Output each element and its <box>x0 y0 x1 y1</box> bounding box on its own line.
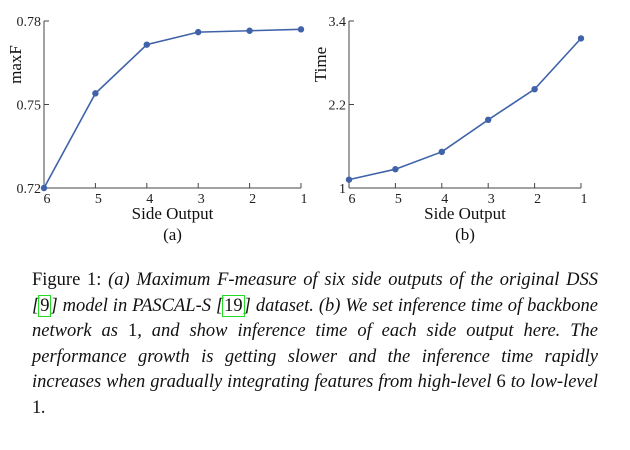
x-tick-label: 1 <box>581 192 588 207</box>
chart-b: 6 5 4 3 2 1 1 2.2 3.4 Side Output Time (b) <box>315 15 588 244</box>
figure-caption: Figure 1: (a) Maximum F-measure of six s… <box>32 268 598 421</box>
data-point <box>438 148 445 156</box>
data-point <box>297 26 305 33</box>
caption-text: . <box>41 397 46 418</box>
data-point <box>246 27 253 34</box>
data-point <box>143 41 150 48</box>
caption-label: Figure 1: <box>32 270 102 290</box>
caption-text: ] dataset. (b) We set inference time of … <box>32 295 598 342</box>
chart-a: 6 5 4 3 2 1 0.72 0.75 0.78 Side Output maxF (a) <box>6 15 308 244</box>
y-tick-label: 1 <box>339 182 346 197</box>
panel-label: (a) <box>163 225 182 244</box>
x-tick-label: 6 <box>349 192 356 207</box>
y-tick-label: 0.75 <box>17 99 42 114</box>
y-tick-label: 0.72 <box>17 182 42 197</box>
series-line <box>43 28 302 189</box>
data-point <box>195 28 202 36</box>
data-point <box>531 85 538 93</box>
x-tick-label: 3 <box>488 192 495 207</box>
data-point <box>577 35 585 42</box>
x-axis-label: Side Output <box>424 204 506 223</box>
caption-text: , and show inference time of each side o… <box>32 321 598 392</box>
y-axis-label: Time <box>315 47 330 82</box>
caption-text: to low-level <box>505 372 598 392</box>
caption-body: (a) Maximum F-measure of six side output… <box>32 270 598 418</box>
data-point <box>92 90 99 97</box>
x-tick-label: 2 <box>249 192 256 207</box>
x-axis-label: Side Output <box>132 204 214 223</box>
x-tick-label: 3 <box>198 192 205 207</box>
data-point <box>392 166 399 173</box>
data-point <box>485 116 492 124</box>
x-tick-label: 6 <box>44 192 51 207</box>
x-tick-label: 2 <box>534 192 541 207</box>
figure: 6 5 4 3 2 1 0.72 0.75 0.78 Side Output maxF (a) 6 5 4… <box>6 15 588 244</box>
data-point <box>40 184 48 192</box>
caption-number: 6 <box>496 372 506 392</box>
y-axis-label: maxF <box>6 45 25 84</box>
x-tick-label: 5 <box>395 192 402 207</box>
citation-link[interactable]: 9 <box>38 294 52 317</box>
y-tick-label: 3.4 <box>329 15 347 30</box>
series-line <box>348 37 582 181</box>
x-tick-label: 4 <box>441 192 448 207</box>
caption-text: ] model in PASCAL-S [ <box>50 295 224 316</box>
caption-text: (a) Maximum F-measure of six side output… <box>32 270 599 316</box>
panel-label: (b) <box>455 225 475 244</box>
x-tick-label: 1 <box>301 192 308 207</box>
citation-link[interactable]: 19 <box>222 294 245 317</box>
data-point <box>345 176 353 183</box>
x-tick-label: 5 <box>95 192 102 207</box>
x-tick-label: 4 <box>146 192 153 207</box>
y-tick-label: 2.2 <box>329 99 347 114</box>
caption-number: 1 <box>32 397 42 418</box>
caption-number: 1 <box>127 321 138 341</box>
y-tick-label: 0.78 <box>17 15 42 30</box>
